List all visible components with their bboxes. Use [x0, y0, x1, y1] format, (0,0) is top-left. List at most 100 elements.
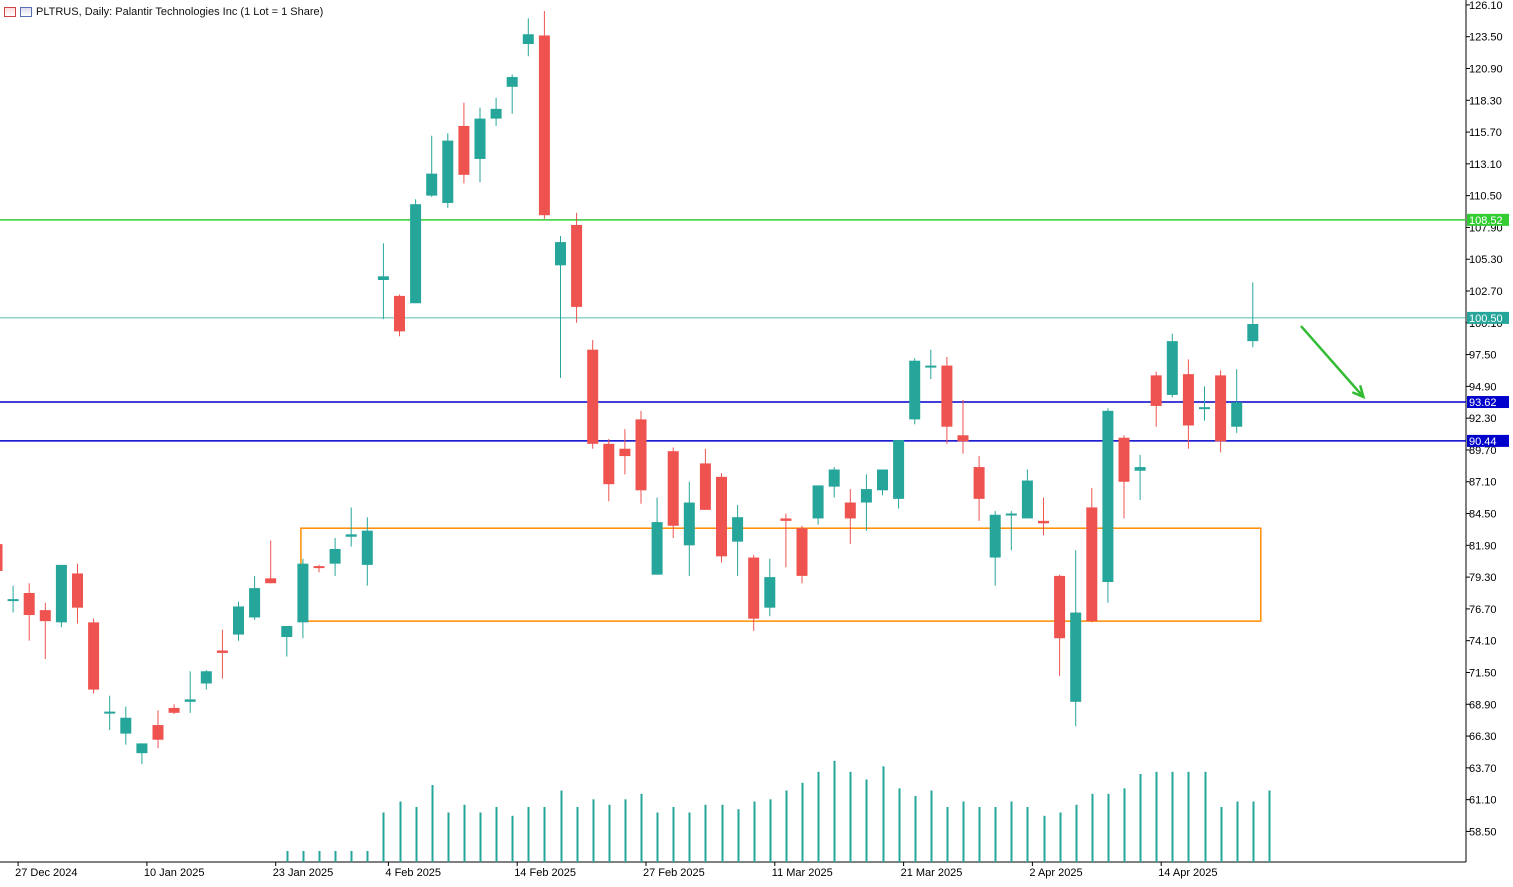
candle-body: [1150, 375, 1162, 406]
candle[interactable]: [828, 467, 840, 498]
candle[interactable]: [490, 97, 502, 126]
candle-body: [410, 204, 422, 304]
candle[interactable]: [426, 135, 438, 197]
candle[interactable]: [233, 601, 244, 641]
candle[interactable]: [1038, 497, 1049, 536]
candle[interactable]: [844, 489, 856, 545]
candle[interactable]: [538, 11, 550, 219]
candle[interactable]: [474, 107, 486, 183]
candle[interactable]: [120, 706, 132, 745]
candle[interactable]: [764, 558, 776, 617]
candle[interactable]: [1182, 359, 1194, 449]
candle[interactable]: [168, 704, 180, 715]
candle[interactable]: [941, 357, 953, 444]
candle-body: [104, 711, 116, 714]
candle[interactable]: [1166, 333, 1178, 398]
candle[interactable]: [216, 629, 228, 679]
candle[interactable]: [619, 429, 631, 475]
candle[interactable]: [973, 456, 985, 521]
candle[interactable]: [651, 497, 663, 575]
candle-body: [72, 573, 83, 608]
candle[interactable]: [522, 18, 534, 57]
candle[interactable]: [1005, 511, 1017, 551]
candle[interactable]: [200, 670, 212, 690]
candle[interactable]: [1021, 469, 1033, 519]
candle[interactable]: [893, 440, 905, 509]
candle[interactable]: [860, 474, 872, 531]
candle[interactable]: [7, 585, 19, 613]
candle-body: [1134, 467, 1146, 471]
candle[interactable]: [442, 133, 454, 208]
candle[interactable]: [23, 583, 35, 641]
price-tick-label: 79.30: [1469, 572, 1497, 584]
candle[interactable]: [796, 525, 808, 584]
candle[interactable]: [732, 504, 744, 576]
candle[interactable]: [377, 243, 389, 320]
candle-body: [168, 707, 180, 713]
candle[interactable]: [989, 511, 1001, 586]
candle[interactable]: [909, 358, 921, 425]
candle[interactable]: [957, 399, 969, 454]
candle[interactable]: [0, 536, 3, 575]
candle[interactable]: [603, 438, 615, 502]
candle[interactable]: [329, 537, 341, 576]
candle-body: [764, 577, 776, 608]
trend-arrow-head: [1351, 385, 1366, 400]
candle[interactable]: [506, 74, 518, 114]
candle[interactable]: [152, 710, 164, 749]
candle[interactable]: [249, 575, 261, 620]
candle[interactable]: [1102, 408, 1114, 603]
candle[interactable]: [1150, 371, 1162, 427]
candle[interactable]: [136, 743, 148, 765]
candle[interactable]: [667, 447, 679, 538]
candle[interactable]: [780, 513, 792, 568]
time-tick-label: 10 Jan 2025: [144, 867, 205, 879]
candle[interactable]: [55, 564, 67, 628]
candle[interactable]: [458, 102, 470, 184]
candle[interactable]: [1231, 369, 1243, 433]
trend-arrow-line[interactable]: [1300, 325, 1365, 398]
candle[interactable]: [361, 517, 373, 586]
candle[interactable]: [716, 473, 727, 563]
candle[interactable]: [571, 212, 583, 323]
candle[interactable]: [410, 199, 422, 304]
candle-body: [329, 548, 341, 564]
candle[interactable]: [39, 602, 51, 660]
candle[interactable]: [812, 485, 824, 525]
candle-body: [88, 622, 100, 690]
candles-series: [0, 11, 1259, 765]
candle[interactable]: [1086, 487, 1098, 623]
consolidation-box[interactable]: [300, 527, 1262, 622]
candle[interactable]: [265, 540, 277, 584]
candle[interactable]: [683, 481, 695, 576]
candle[interactable]: [104, 695, 116, 730]
candle[interactable]: [555, 235, 566, 378]
candle[interactable]: [313, 564, 325, 573]
candle[interactable]: [281, 626, 293, 657]
candle[interactable]: [88, 618, 100, 694]
candle[interactable]: [635, 410, 647, 504]
candle[interactable]: [394, 294, 405, 337]
candle[interactable]: [1054, 574, 1066, 677]
candle[interactable]: [72, 563, 83, 624]
candle-body: [233, 606, 244, 635]
candle[interactable]: [345, 507, 357, 547]
candle[interactable]: [1247, 282, 1259, 348]
candle[interactable]: [184, 671, 196, 713]
candle[interactable]: [297, 558, 309, 639]
candle[interactable]: [1118, 435, 1130, 519]
candle[interactable]: [587, 339, 599, 449]
candle[interactable]: [748, 555, 760, 631]
candle[interactable]: [1215, 370, 1227, 453]
candle-body: [249, 588, 261, 618]
candle[interactable]: [1199, 386, 1210, 421]
candle-body: [152, 725, 164, 740]
candle[interactable]: [925, 349, 937, 380]
candle[interactable]: [699, 448, 711, 510]
candle[interactable]: [1134, 454, 1146, 501]
candle[interactable]: [877, 469, 888, 496]
level-price-label: 90.44: [1469, 436, 1497, 448]
candle[interactable]: [1070, 550, 1082, 727]
